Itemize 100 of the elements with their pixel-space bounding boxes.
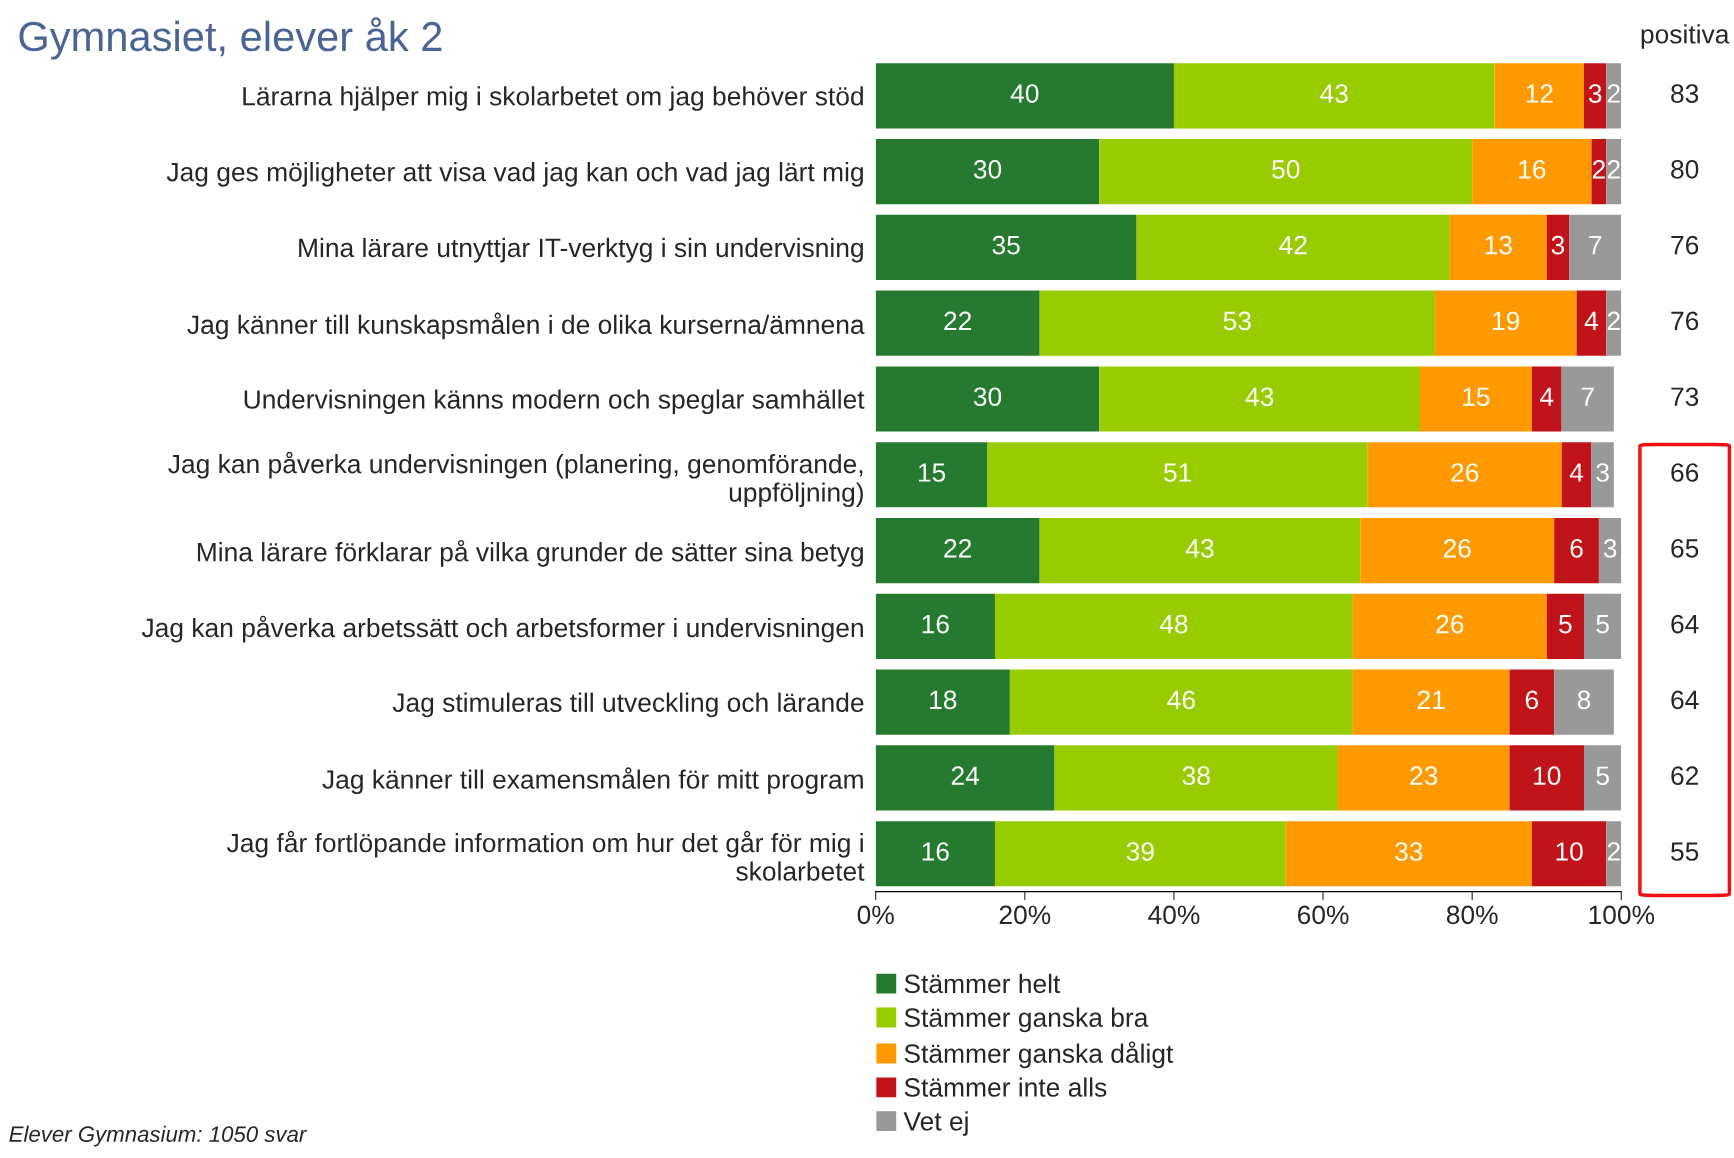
- data-label: 7: [1589, 236, 1602, 255]
- text: positiva: [1641, 24, 1730, 49]
- bar: [1360, 517, 1555, 584]
- y-tick-label: Jag stimuleras till utveckling och lärande: [392, 692, 864, 718]
- bar: [1561, 442, 1592, 508]
- data-label: 18: [930, 690, 957, 710]
- data-label: 23: [1410, 766, 1438, 786]
- bar: [1509, 745, 1585, 811]
- bar: [875, 366, 1100, 432]
- text: 55: [1671, 842, 1699, 861]
- y-tick-label: Mina lärare förklarar på vilka grunder de sätter sina betyg: [197, 539, 863, 567]
- bar: [1584, 593, 1622, 659]
- bar: [1606, 63, 1622, 129]
- data-label: 26: [1443, 538, 1471, 558]
- bar: [1039, 517, 1361, 584]
- data-label: 43: [1185, 538, 1214, 558]
- data-label: 19: [1493, 311, 1520, 331]
- legend-label: Stämmer inte alls: [904, 1077, 1107, 1097]
- bar: [994, 821, 1286, 887]
- data-label: 15: [918, 463, 946, 482]
- data-label: 2: [1607, 159, 1620, 179]
- data-label: 48: [1159, 614, 1188, 634]
- bar: [1099, 366, 1420, 432]
- bar: [1606, 139, 1622, 205]
- text: 64: [1671, 614, 1699, 634]
- bar: [875, 593, 995, 659]
- data-label: 35: [992, 235, 1020, 255]
- data-label: 22: [944, 311, 972, 331]
- bar: [875, 214, 1137, 280]
- data-label: 2: [1592, 159, 1605, 179]
- legend-label: Stämmer ganska bra: [904, 1007, 1149, 1033]
- legend-label: Vet ej: [903, 1111, 968, 1136]
- text: 64: [1671, 690, 1699, 710]
- data-label: 38: [1182, 766, 1210, 786]
- data-label: 8: [1577, 690, 1591, 710]
- data-label: 22: [944, 538, 972, 558]
- bar: [1285, 821, 1532, 887]
- bar: [1531, 821, 1607, 887]
- data-label: 6: [1570, 538, 1583, 558]
- bar: [987, 442, 1368, 508]
- bar: [1494, 63, 1585, 129]
- bar: [1591, 442, 1614, 508]
- bar: [1352, 593, 1547, 659]
- y-tick-label: Mina lärare utnyttjar IT-verktyg i sin undervisning: [299, 237, 863, 263]
- bar: [1591, 139, 1607, 205]
- data-label: 16: [1519, 159, 1546, 179]
- data-label: 6: [1525, 690, 1538, 710]
- data-label: 5: [1596, 766, 1609, 786]
- data-label: 26: [1451, 463, 1479, 482]
- text: Gymnasiet, elever åk 2: [19, 17, 442, 60]
- bar: [875, 669, 1010, 735]
- text: 66: [1671, 463, 1699, 482]
- bar: [1584, 63, 1607, 129]
- text: Elever Gymnasium: 1050 svar: [9, 1125, 308, 1147]
- bar: [875, 745, 1055, 811]
- data-label: 21: [1417, 690, 1445, 709]
- data-label: 53: [1223, 311, 1251, 331]
- x-tick-label: 40%: [1148, 905, 1200, 925]
- data-label: 5: [1596, 615, 1609, 634]
- x-tick-label: 20%: [999, 905, 1051, 925]
- bar: [1554, 517, 1599, 584]
- data-label: 4: [1569, 463, 1584, 482]
- bar: [875, 290, 1040, 356]
- text: 80: [1671, 159, 1699, 179]
- text: 83: [1671, 84, 1699, 103]
- bar: [875, 442, 988, 508]
- data-label: 30: [973, 159, 1002, 179]
- data-label: 5: [1559, 615, 1572, 634]
- text: 76: [1671, 235, 1699, 255]
- bar: [875, 821, 995, 887]
- bar: [1419, 366, 1532, 432]
- bar: [1054, 745, 1338, 811]
- y-tick-label: Jag ges möjligheter att visa vad jag kan och vad jag lärt mig: [166, 162, 863, 187]
- data-label: 3: [1603, 538, 1617, 558]
- y-tick-label: Jag får fortlöpande information om hur det går för mig i skolarbetet: [226, 830, 865, 881]
- data-label: 3: [1596, 463, 1609, 482]
- bar: [1598, 517, 1622, 584]
- bar: [1099, 139, 1473, 205]
- data-label: 43: [1320, 84, 1348, 103]
- bar: [1039, 290, 1435, 356]
- bar: [1584, 745, 1622, 811]
- y-tick-label: Jag känner till examensmålen för mitt program: [322, 767, 863, 795]
- bar: [1569, 214, 1622, 280]
- data-label: 43: [1245, 387, 1274, 407]
- data-label: 40: [1010, 84, 1039, 103]
- bar: [1509, 669, 1555, 735]
- data-label: 3: [1588, 84, 1602, 103]
- data-label: 4: [1540, 387, 1554, 406]
- legend-label: Stämmer ganska dåligt: [904, 1041, 1174, 1069]
- x-tick-label: 100%: [1589, 905, 1655, 925]
- data-label: 3: [1551, 235, 1565, 255]
- bar: [1173, 63, 1495, 129]
- bar: [875, 139, 1100, 205]
- y-tick-label: Jag känner till kunskapsmålen i de olika kurserna/ämnena: [187, 312, 865, 340]
- data-label: 2: [1607, 311, 1620, 331]
- bar: [1434, 290, 1577, 356]
- bar: [1367, 442, 1562, 508]
- data-label: 30: [973, 387, 1002, 407]
- data-label: 39: [1126, 842, 1154, 861]
- data-label: 15: [1463, 387, 1490, 407]
